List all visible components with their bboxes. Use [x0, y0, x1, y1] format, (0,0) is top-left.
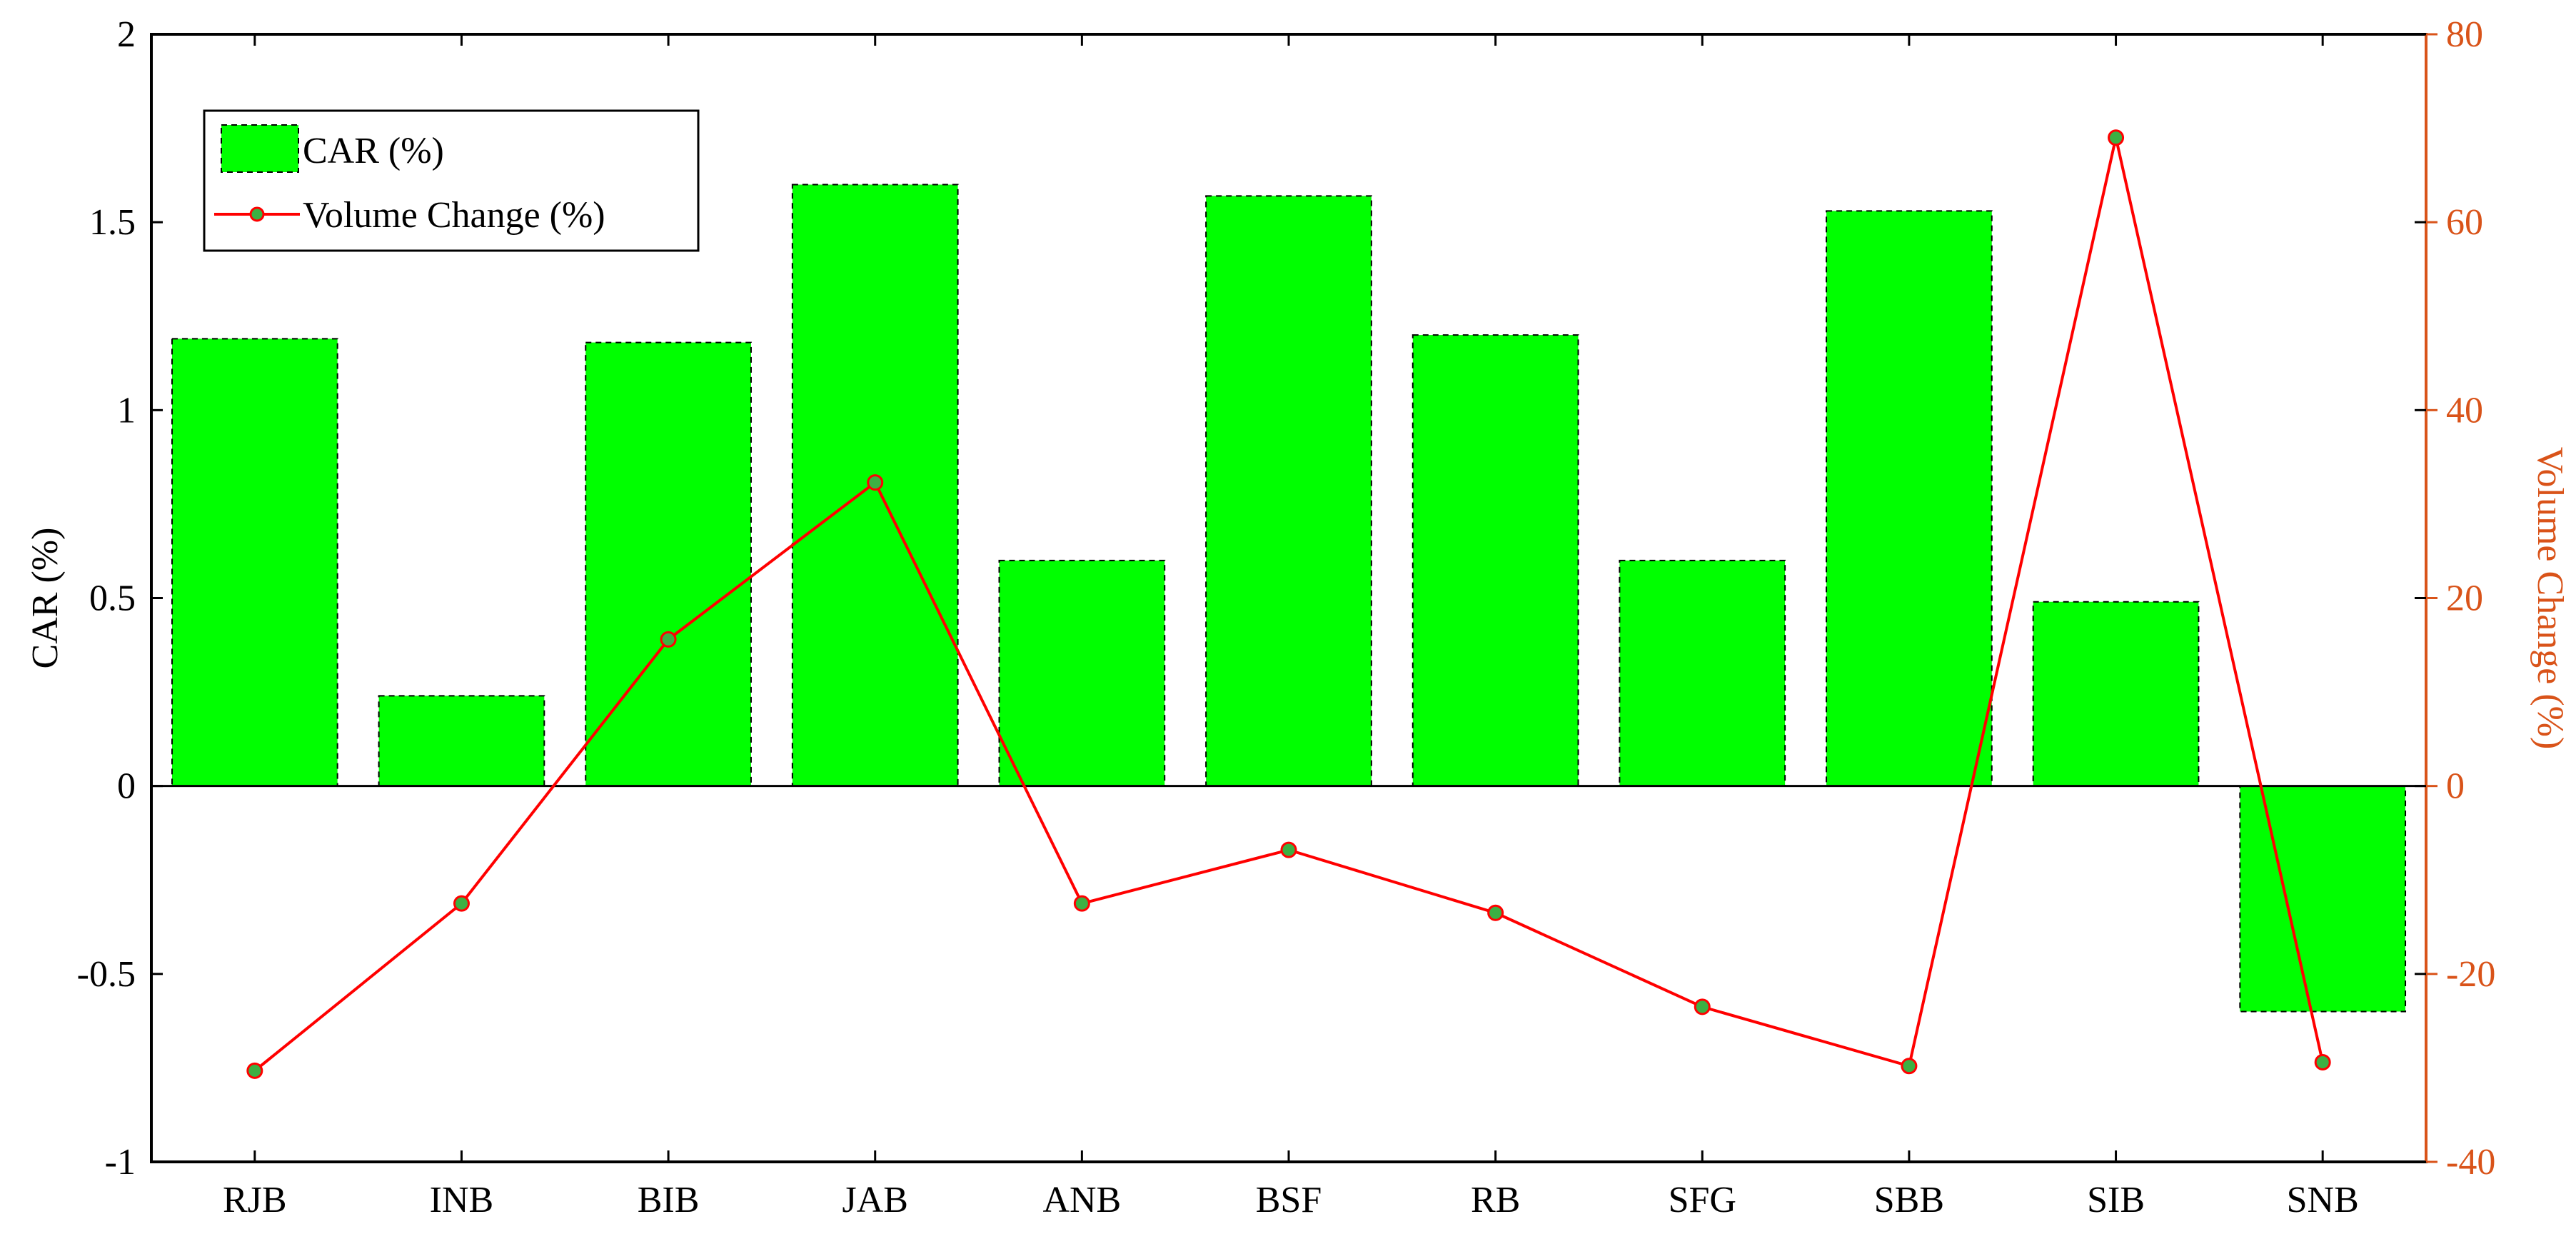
- bar-sfg: [1619, 559, 1786, 787]
- volume-point-sbb: [1901, 1058, 1918, 1075]
- volume-point-inb: [453, 895, 470, 912]
- bar-sbb: [1826, 210, 1993, 787]
- right-tick-label: 0: [2446, 766, 2465, 807]
- volume-point-sfg: [1694, 998, 1711, 1015]
- bars-layer: [171, 184, 2407, 1013]
- left-axis-ticks: -1 -0.5 0 0.5 1 1.5 2: [77, 14, 2426, 1183]
- volume-point-sib: [2108, 129, 2125, 146]
- bar-anb: [998, 559, 1166, 787]
- right-tick-label: 20: [2446, 578, 2483, 619]
- right-tick-label: -40: [2446, 1142, 2495, 1183]
- x-tick-label: INB: [430, 1180, 494, 1220]
- legend-line-marker: [249, 206, 265, 222]
- left-tick-label: -0.5: [77, 954, 136, 995]
- x-tick-label: RJB: [223, 1180, 287, 1220]
- right-tick-label: 60: [2446, 202, 2483, 243]
- volume-point-rjb: [246, 1062, 263, 1079]
- volume-point-rb: [1487, 904, 1504, 921]
- volume-point-anb: [1073, 895, 1090, 912]
- x-tick-label: ANB: [1042, 1180, 1121, 1220]
- right-tick-label: -20: [2446, 954, 2495, 995]
- x-tick-label: SFG: [1669, 1180, 1736, 1220]
- y-axis-title-left: CAR (%): [25, 528, 66, 669]
- left-tick-label: 0.5: [89, 578, 136, 619]
- volume-point-bsf: [1280, 841, 1297, 858]
- volume-line-layer: [246, 129, 2331, 1079]
- bar-snb: [2239, 785, 2407, 1013]
- x-tick-label: SBB: [1874, 1180, 1944, 1220]
- volume-point-jab: [867, 474, 884, 491]
- bar-inb: [378, 695, 545, 787]
- right-axis-ticks: -40 -20 0 20 40 60 80: [2426, 14, 2495, 1183]
- legend-label-volume: Volume Change (%): [303, 195, 605, 236]
- legend-bar-swatch: [221, 124, 299, 173]
- bar-sib: [2032, 601, 2200, 787]
- x-tick-label: BSF: [1256, 1180, 1322, 1220]
- x-tick-label: SNB: [2287, 1180, 2359, 1220]
- volume-point-bib: [660, 631, 677, 648]
- bar-bib: [585, 341, 752, 787]
- left-tick-label: 2: [117, 14, 136, 55]
- right-tick-label: 40: [2446, 390, 2483, 431]
- left-tick-label: 1.5: [89, 202, 136, 243]
- left-tick-label: 0: [117, 766, 136, 807]
- bar-bsf: [1205, 195, 1372, 787]
- legend-label-car: CAR (%): [303, 131, 444, 171]
- right-tick-label: 80: [2446, 14, 2483, 55]
- x-axis-ticks: RJB INB BIB JAB ANB BSF RB SFG SBB SIB SNB: [223, 34, 2359, 1220]
- x-tick-label: RB: [1471, 1180, 1520, 1220]
- bar-rb: [1412, 334, 1579, 787]
- y-axis-title-right: Volume Change (%): [2530, 447, 2570, 750]
- legend-box: [203, 109, 700, 252]
- x-tick-label: BIB: [638, 1180, 700, 1220]
- legend: CAR (%) Volume Change (%): [203, 109, 700, 252]
- volume-point-snb: [2314, 1054, 2331, 1071]
- x-tick-label: SIB: [2087, 1180, 2145, 1220]
- left-tick-label: 1: [117, 390, 136, 431]
- bar-rjb: [171, 338, 338, 787]
- x-tick-label: JAB: [842, 1180, 907, 1220]
- left-tick-label: -1: [105, 1142, 136, 1183]
